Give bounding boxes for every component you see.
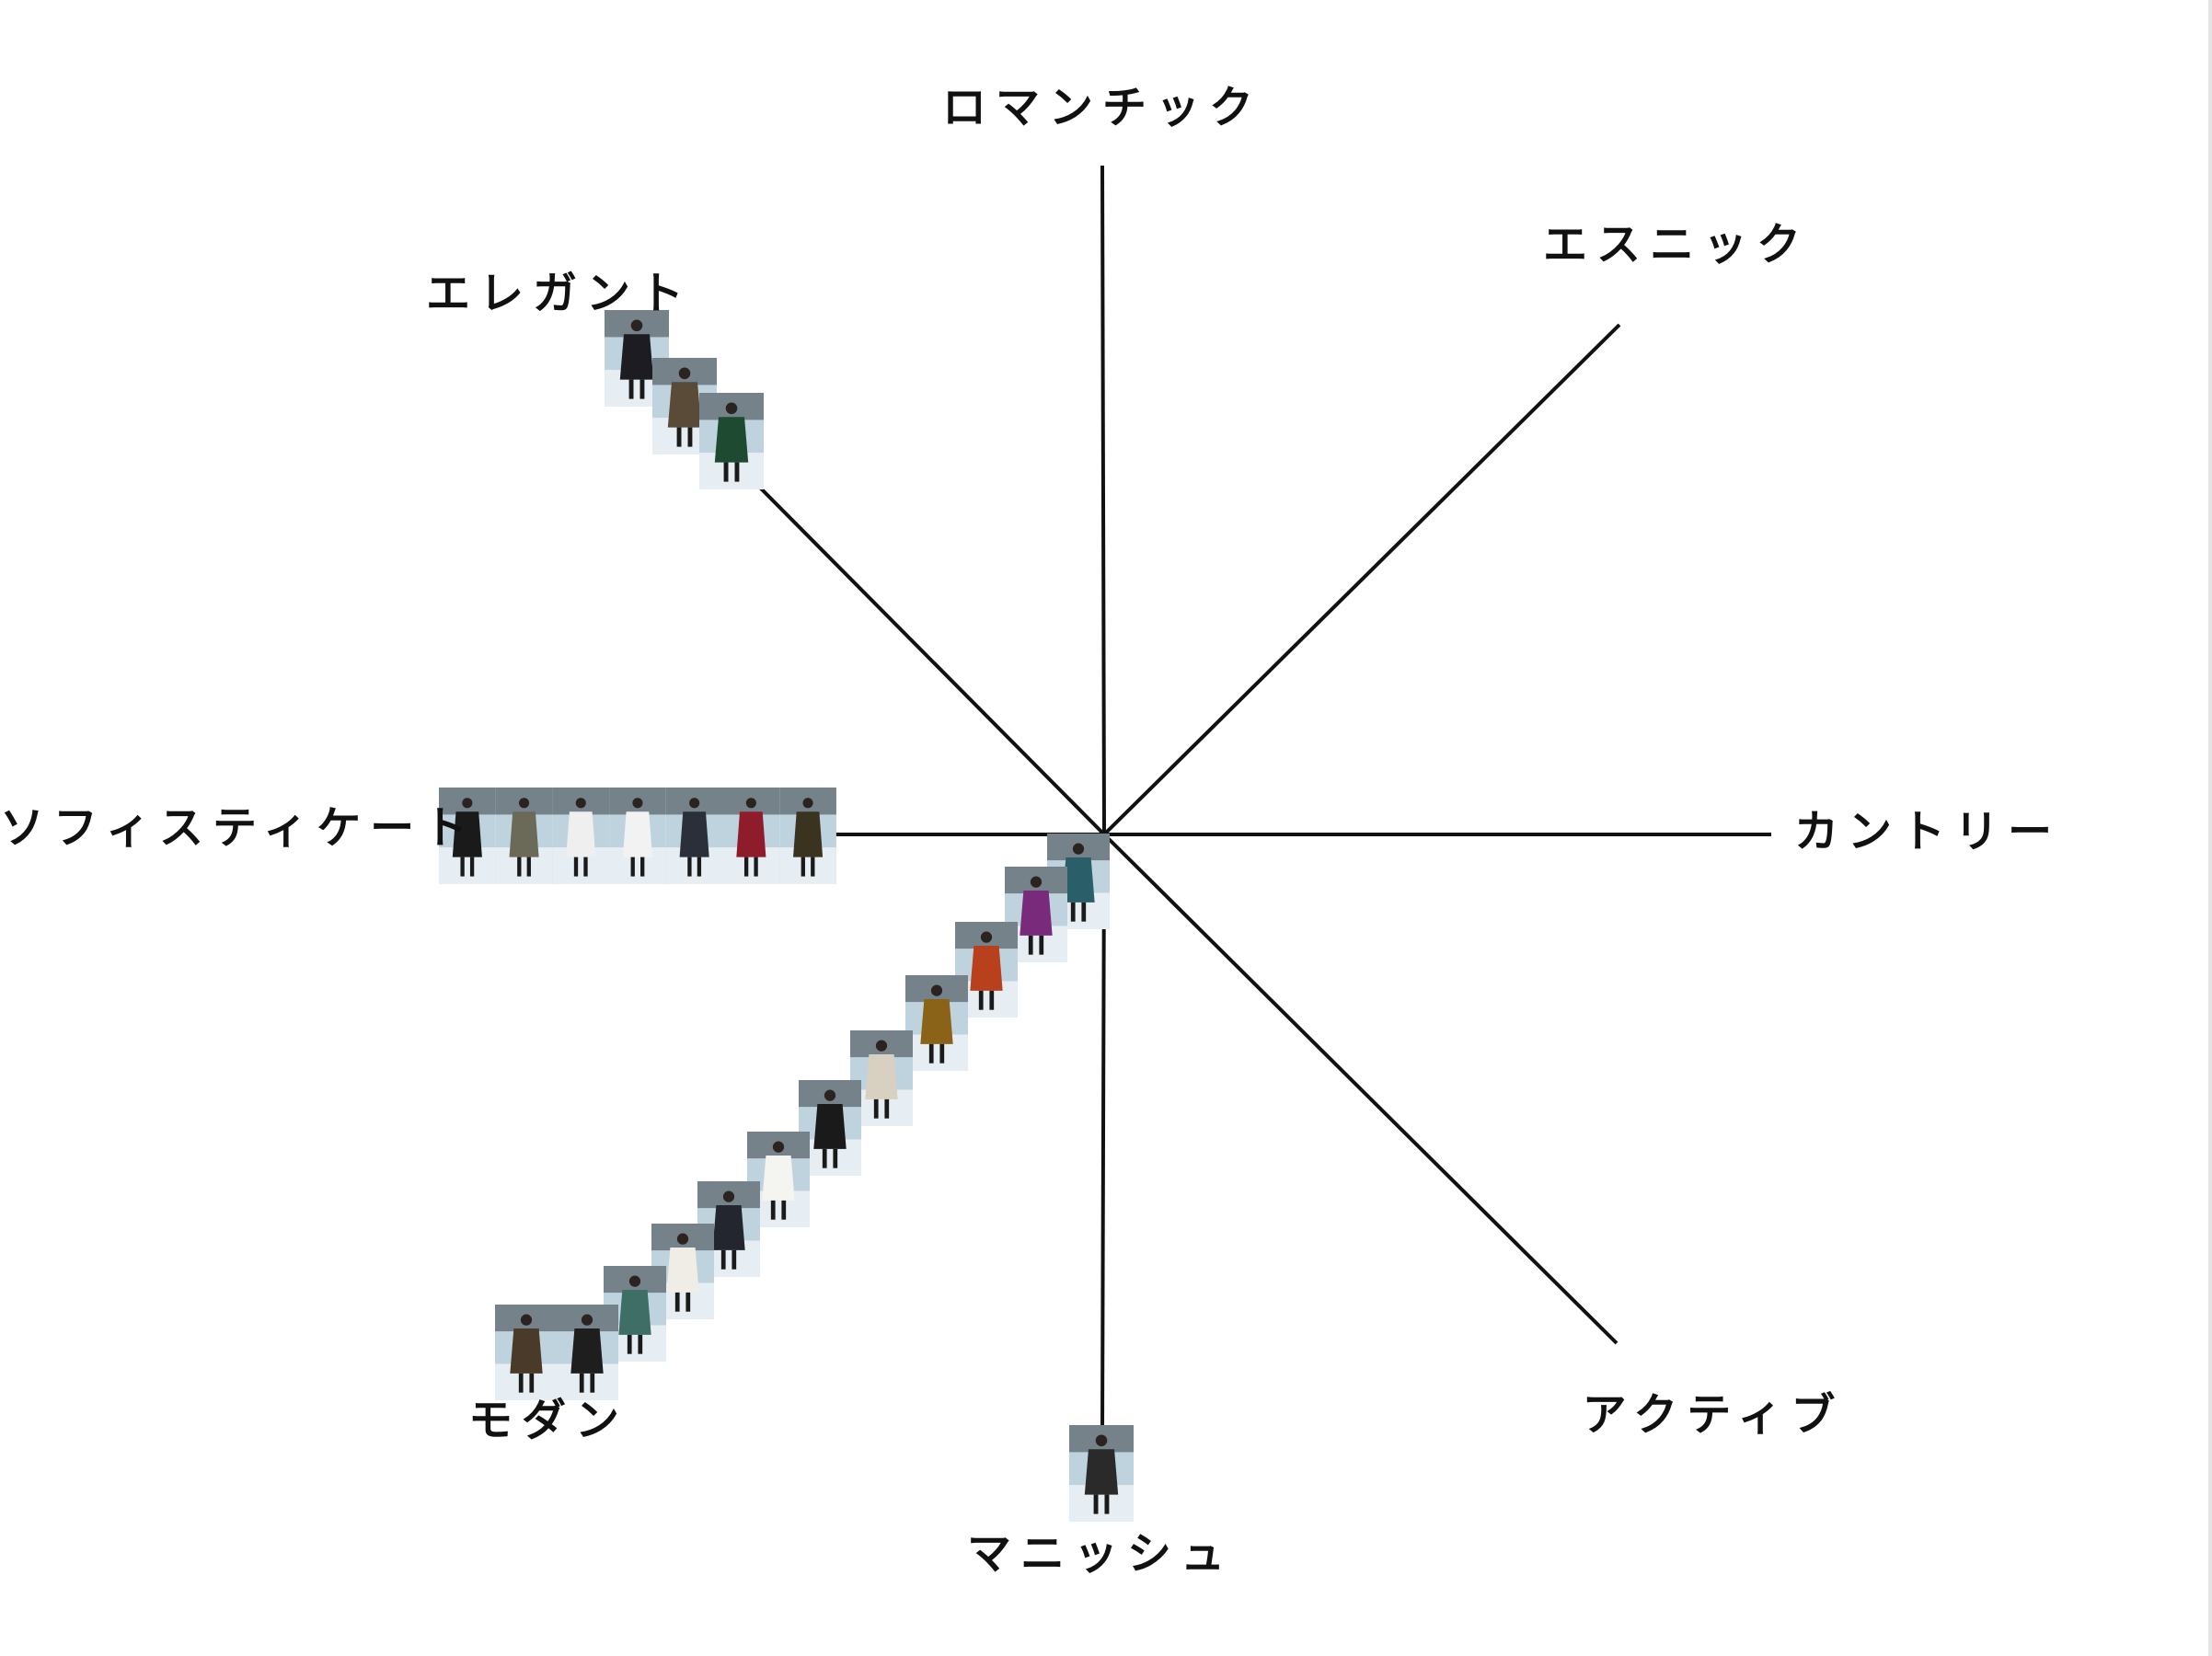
axis-label-mannish: マニッシュ [967, 1528, 1234, 1580]
axis-line-mannish [1100, 834, 1106, 1436]
axis-label-active: アクティブ [1583, 1389, 1845, 1441]
outfit-photo-sophisticated-2 [495, 788, 553, 884]
outfit-photo-modern-5 [850, 1030, 913, 1126]
outfit-photo-modern-12 [495, 1305, 558, 1400]
axis-labels: ロマンチック エスニック カントリー アクティブ マニッシュ モダン ソフィステ… [0, 82, 2061, 1580]
axis-line-elegant [758, 486, 1106, 836]
outfit-photo-sophisticated-1 [439, 788, 496, 884]
axis-line-active [1102, 833, 1619, 1345]
axis-label-modern: モダン [468, 1395, 628, 1446]
axis-line-romantic [1100, 165, 1106, 835]
outfit-photo-modern-7 [747, 1132, 810, 1227]
outfit-photo-sophisticated-4 [609, 788, 666, 884]
outfit-photo-elegant-3 [699, 393, 764, 489]
outfit-photo-sophisticated-3 [552, 788, 610, 884]
outfit-photo-elegant-1 [605, 310, 669, 407]
page-edge-bar [2208, 0, 2212, 1656]
outfit-photo-sophisticated-7 [779, 788, 836, 884]
outfit-photo-mannish-1 [1069, 1425, 1134, 1522]
axis-label-sophisticated: ソフィスティケート [0, 802, 477, 854]
axis-line-ethnic [1102, 323, 1621, 836]
outfit-photo-sophisticated-5 [665, 788, 723, 884]
outfit-photo-sophisticated-6 [722, 788, 780, 884]
axis-label-romantic: ロマンチック [942, 82, 1262, 133]
outfit-photo-modern-4 [905, 975, 968, 1071]
axis-lines [758, 165, 1771, 1436]
axis-label-elegant: エレガント [426, 268, 693, 319]
axis-label-country: カントリー [1794, 806, 2061, 857]
outfit-photos [439, 310, 1134, 1522]
outfit-photo-modern-11 [556, 1305, 618, 1400]
axis-label-ethnic: エスニック [1543, 219, 1810, 270]
